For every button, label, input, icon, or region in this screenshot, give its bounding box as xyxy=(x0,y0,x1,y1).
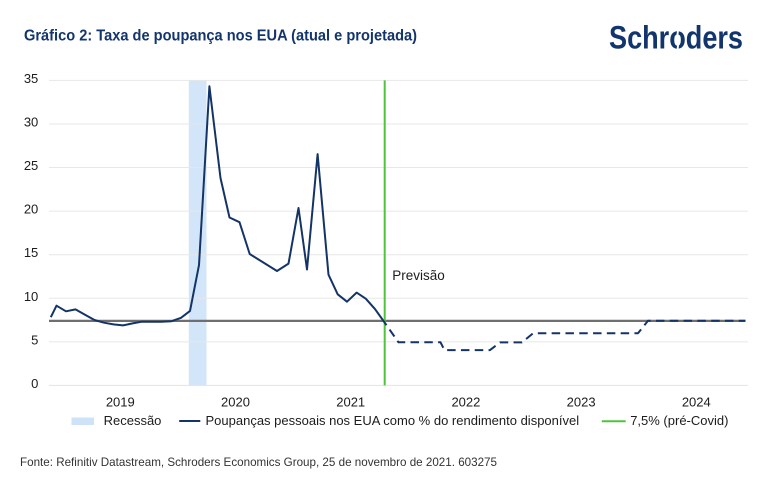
svg-text:2024: 2024 xyxy=(682,395,711,410)
svg-text:35: 35 xyxy=(24,71,38,86)
svg-text:Previsão: Previsão xyxy=(392,268,445,283)
svg-text:15: 15 xyxy=(24,245,38,260)
svg-text:30: 30 xyxy=(24,115,38,130)
svg-text:2021: 2021 xyxy=(336,395,365,410)
svg-text:Gráfico 2: Taxa de poupança no: Gráfico 2: Taxa de poupança nos EUA (atu… xyxy=(24,28,417,45)
svg-text:2023: 2023 xyxy=(567,395,596,410)
svg-text:2020: 2020 xyxy=(221,395,250,410)
svg-text:Schroders: Schroders xyxy=(609,19,743,55)
svg-text:10: 10 xyxy=(24,289,38,304)
svg-text:Fonte: Refinitiv Datastream, S: Fonte: Refinitiv Datastream, Schroders E… xyxy=(20,455,497,469)
svg-text:25: 25 xyxy=(24,158,38,173)
svg-text:Poupanças pessoais nos EUA com: Poupanças pessoais nos EUA como % do ren… xyxy=(206,413,580,428)
svg-text:5: 5 xyxy=(31,332,38,347)
svg-text:Recessão: Recessão xyxy=(104,413,162,428)
svg-text:2019: 2019 xyxy=(106,395,135,410)
svg-text:7,5% (pré-Covid): 7,5% (pré-Covid) xyxy=(630,413,728,428)
svg-text:20: 20 xyxy=(24,202,38,217)
svg-text:0: 0 xyxy=(31,376,38,391)
svg-text:2022: 2022 xyxy=(451,395,480,410)
